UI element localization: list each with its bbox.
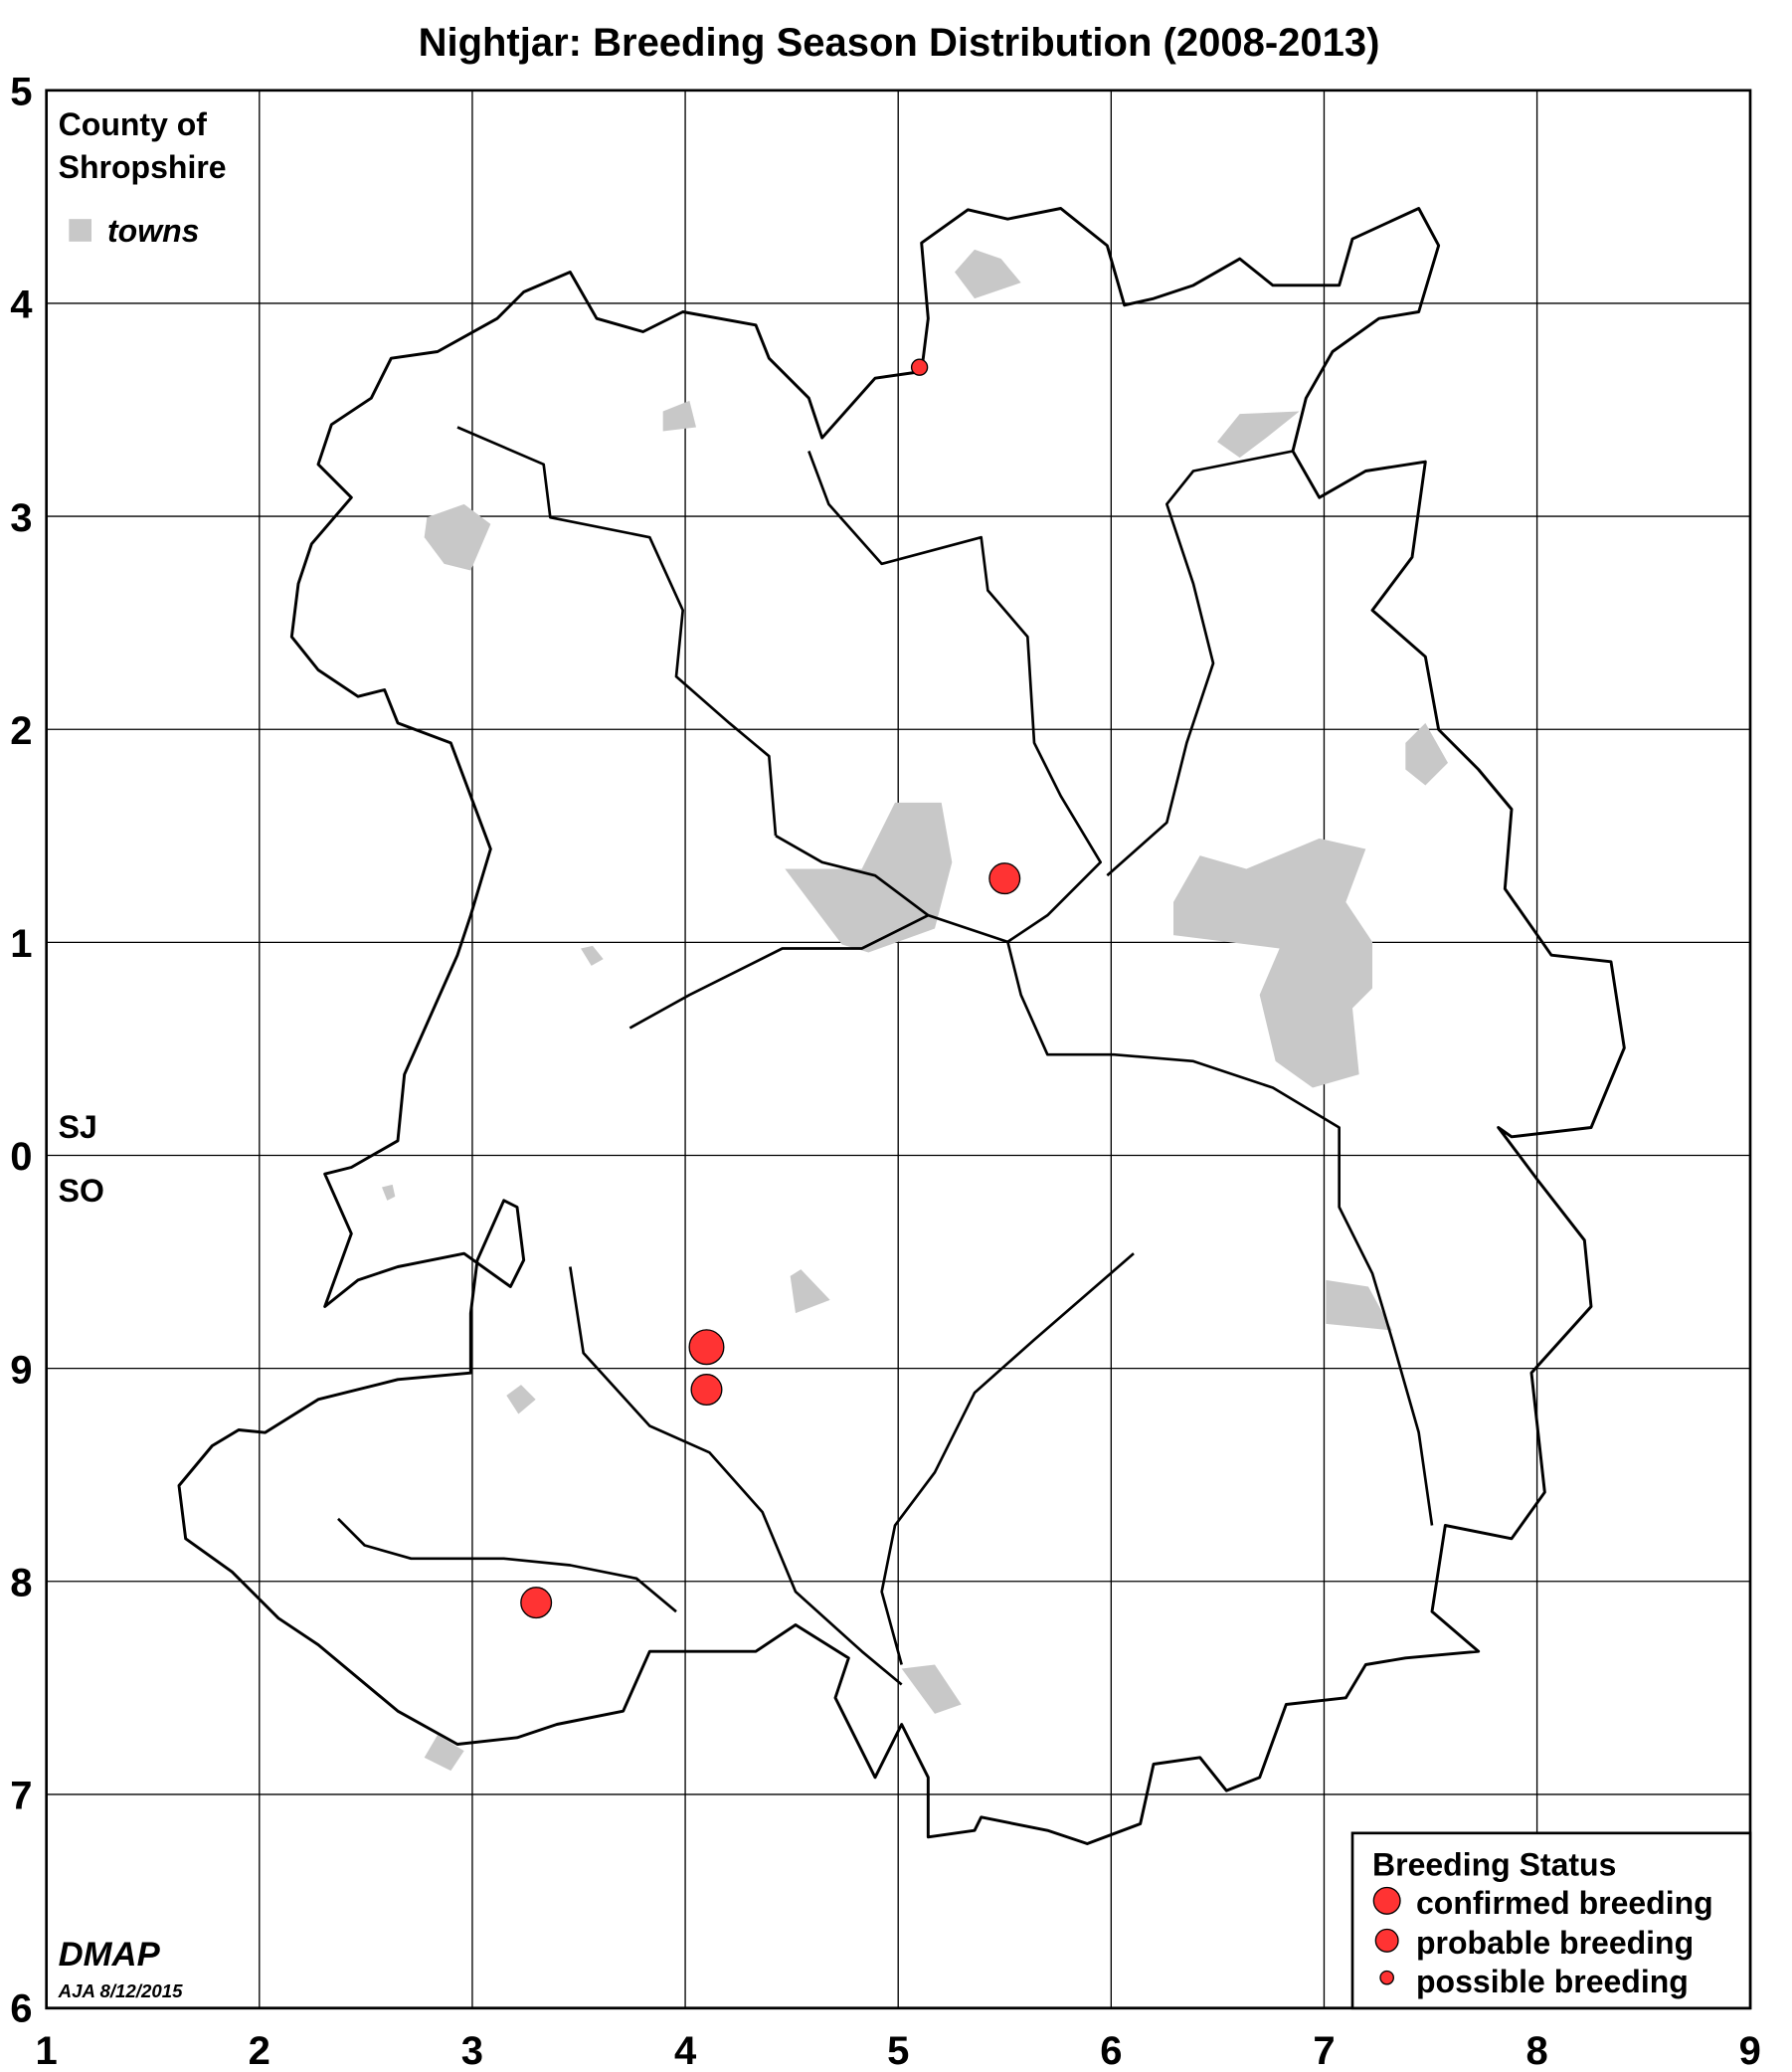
map-frame [45,89,1752,2010]
town [785,802,953,953]
county-label-line2: Shropshire [59,149,227,185]
river [337,1517,677,1613]
credit-brand: DMAP [59,1936,161,1974]
credit-author-date: AJA 8/12/2015 [58,1980,183,2001]
x-tick-label: 6 [1100,2029,1122,2072]
y-tick-label: 9 [10,1348,32,1392]
records-layer [520,358,1021,1619]
grid-lines [46,90,1751,2008]
map-title: Nightjar: Breeding Season Distribution (… [419,21,1380,65]
town [1326,1279,1392,1331]
town [1217,411,1300,459]
towns-label: towns [107,213,199,249]
legend: Breeding Status confirmed breeding proba… [1350,1831,1752,2010]
x-tick-label: 7 [1313,2029,1335,2072]
legend-item-probable: probable breeding [1416,1925,1694,1961]
x-tick-label: 5 [887,2029,909,2072]
legend-title: Breeding Status [1372,1847,1616,1883]
town [382,1184,396,1201]
river [628,913,1008,1030]
y-tick-label: 7 [10,1775,32,1818]
county-label-line1: County of [59,106,208,142]
legend-probable-marker [1374,1928,1399,1953]
county-boundary [177,207,1626,1845]
legend-box [1350,1831,1752,2010]
town [581,945,604,966]
town [506,1385,536,1414]
y-tick-label: 5 [10,71,32,114]
town [901,1664,962,1714]
river [456,426,778,837]
x-tick-label: 3 [461,2029,483,2072]
legend-item-possible: possible breeding [1416,1964,1689,1999]
record-probable [690,1374,723,1407]
record-confirmed [688,1329,725,1366]
river [880,1252,1135,1665]
town [1173,838,1372,1088]
town [1405,722,1448,786]
y-tick-label: 4 [10,283,33,327]
river [807,451,1434,1526]
town [790,1269,830,1314]
town [662,400,696,432]
x-tick-label: 9 [1739,2029,1761,2072]
river [569,1266,903,1686]
x-tick-label: 1 [36,2029,58,2072]
y-tick-label: 1 [10,922,32,966]
towns-swatch [69,219,91,242]
record-probable [520,1587,553,1619]
record-possible [910,358,929,376]
towns-layer [382,249,1448,1772]
x-tick-label: 2 [249,2029,270,2072]
legend-confirmed-marker [1372,1886,1401,1915]
square-label-north: SJ [59,1109,97,1145]
x-tick-label: 8 [1525,2029,1547,2072]
rivers-layer [337,426,1434,1686]
y-tick-label: 6 [10,1987,32,2031]
river [1106,450,1294,877]
square-label-south: SO [59,1173,104,1209]
town [424,503,491,571]
y-tick-label: 3 [10,496,32,540]
y-tick-label: 8 [10,1561,32,1604]
y-tick-label: 2 [10,709,32,753]
town [955,249,1021,299]
x-tick-label: 4 [674,2029,697,2072]
river [775,835,930,917]
town [424,1735,464,1772]
legend-item-confirmed: confirmed breeding [1416,1885,1713,1921]
legend-possible-marker [1379,1970,1394,1985]
y-tick-label: 0 [10,1135,32,1179]
record-probable [988,862,1021,895]
